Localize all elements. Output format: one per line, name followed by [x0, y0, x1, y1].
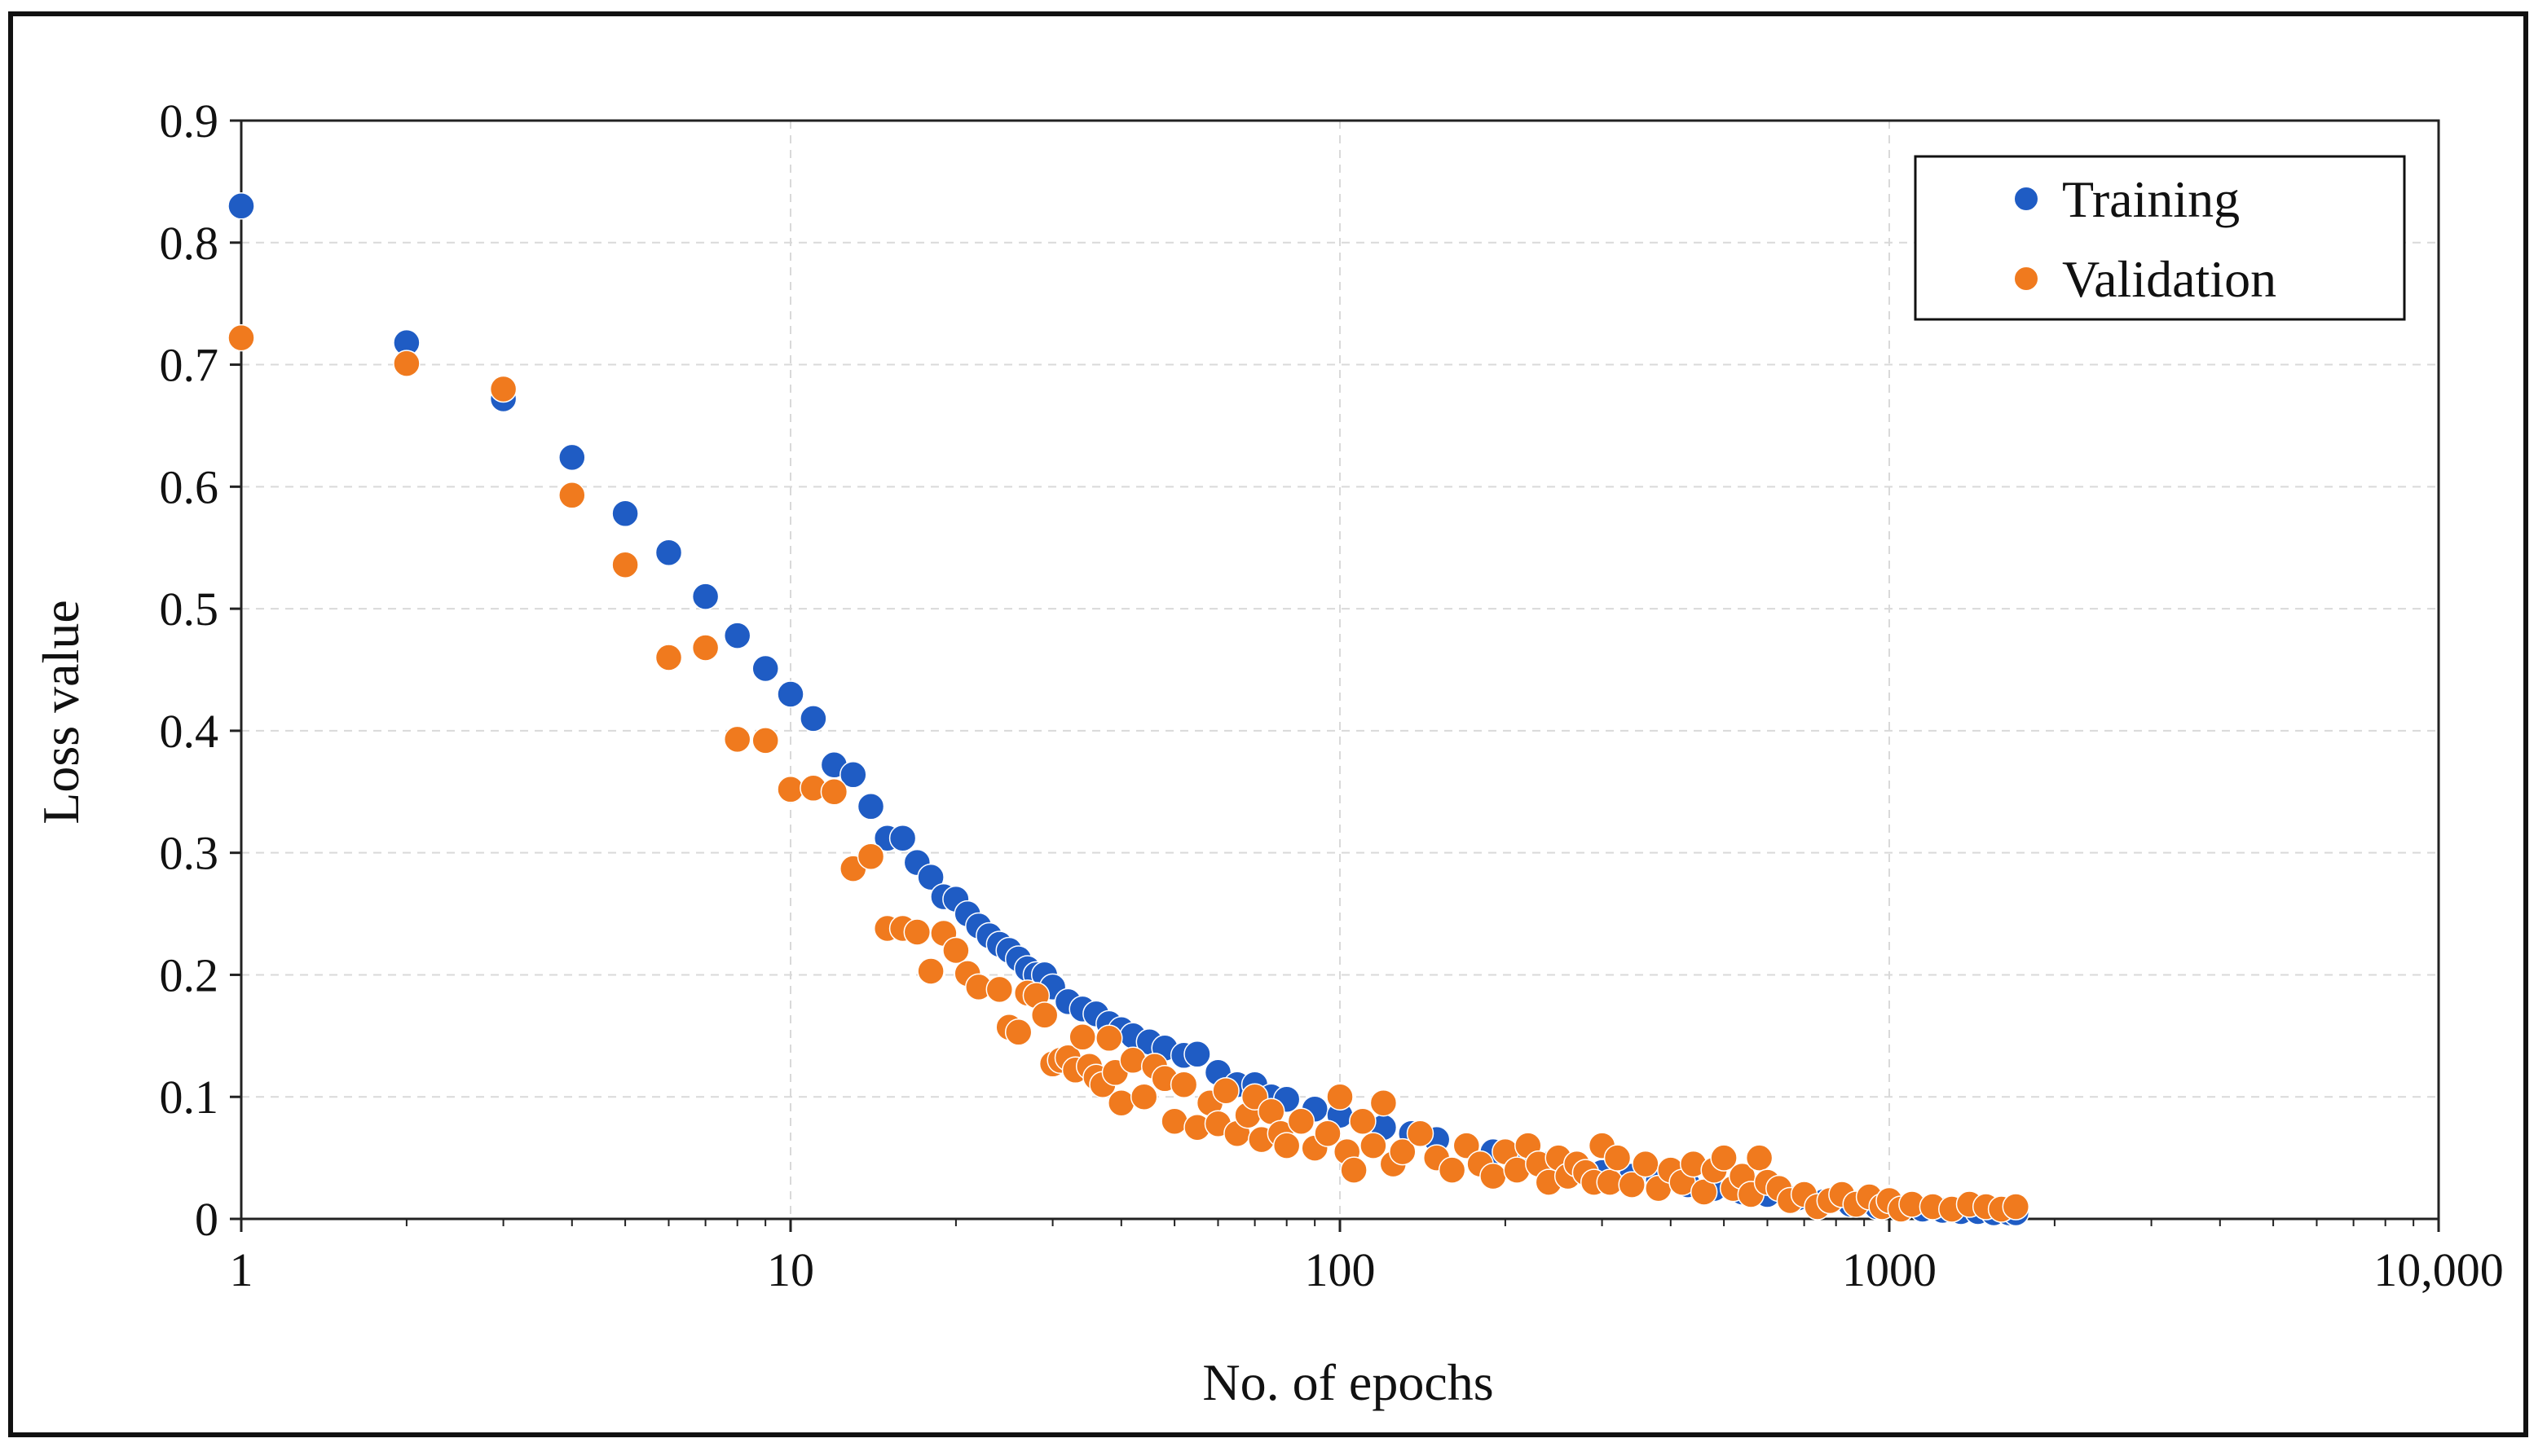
data-point-training — [839, 761, 867, 789]
data-point-validation — [1406, 1119, 1434, 1147]
data-point-validation — [691, 634, 720, 662]
data-point-training — [857, 793, 885, 820]
data-point-validation — [2002, 1193, 2030, 1221]
data-point-validation — [1710, 1144, 1738, 1172]
data-point-validation — [1359, 1132, 1387, 1159]
data-point-validation — [942, 936, 970, 965]
y-tick-label: 0.5 — [160, 583, 219, 636]
data-point-validation — [1095, 1024, 1123, 1053]
data-point-validation — [857, 842, 885, 870]
data-point-validation — [227, 323, 255, 352]
y-tick-label: 0 — [195, 1193, 218, 1246]
data-point-validation — [1161, 1107, 1188, 1135]
series-validation — [227, 323, 2030, 1223]
legend: Training Validation — [1914, 155, 2406, 321]
data-point-validation — [723, 725, 751, 754]
data-point-validation — [1479, 1162, 1507, 1190]
data-point-validation — [1314, 1119, 1342, 1147]
x-axis-title: No. of epochs — [1202, 1353, 1493, 1411]
y-tick-label: 0.9 — [160, 95, 219, 147]
data-point-training — [611, 499, 639, 528]
data-point-validation — [393, 350, 421, 377]
y-tick-label: 0.4 — [160, 705, 219, 758]
data-point-validation — [1004, 1018, 1033, 1046]
data-point-validation — [611, 551, 639, 578]
legend-label-training: Training — [2062, 170, 2240, 228]
y-tick-label: 0.7 — [160, 339, 219, 392]
x-tick-label: 1 — [230, 1243, 253, 1296]
data-point-validation — [820, 778, 848, 806]
data-point-validation — [1326, 1083, 1354, 1111]
data-point-validation — [1130, 1083, 1158, 1111]
data-point-training — [723, 622, 751, 649]
y-tick-label: 0.6 — [160, 460, 219, 513]
data-point-training — [888, 824, 917, 852]
data-point-validation — [985, 975, 1014, 1004]
x-tick-label: 10 — [767, 1243, 814, 1296]
data-point-training — [654, 539, 683, 566]
legend-label-validation: Validation — [2062, 250, 2276, 308]
data-point-training — [691, 583, 720, 610]
data-point-validation — [1349, 1107, 1377, 1135]
data-point-validation — [1170, 1071, 1198, 1098]
data-point-training — [777, 680, 804, 708]
data-point-validation — [1452, 1132, 1481, 1159]
data-point-validation — [1069, 1023, 1096, 1051]
y-tick-label: 0.2 — [160, 948, 219, 1001]
data-point-validation — [1745, 1144, 1774, 1172]
grid-layer — [241, 120, 2439, 1219]
legend-marker-validation — [2013, 266, 2039, 292]
data-point-training — [227, 192, 255, 220]
y-tick-label: 0.8 — [160, 217, 219, 270]
y-axis-title: Loss value — [32, 600, 90, 825]
data-point-validation — [654, 644, 683, 671]
y-tick-label: 0.3 — [160, 827, 219, 880]
x-tick-label: 1000 — [1842, 1243, 1937, 1296]
data-points — [227, 192, 2030, 1227]
data-point-validation — [558, 482, 586, 509]
legend-box — [1914, 155, 2406, 321]
data-point-training — [558, 443, 586, 472]
data-point-validation — [751, 727, 779, 754]
data-point-validation — [917, 957, 945, 985]
x-tick-label: 10,000 — [2373, 1243, 2504, 1296]
legend-marker-training — [2013, 186, 2039, 212]
data-point-training — [751, 654, 779, 683]
data-point-validation — [1212, 1076, 1240, 1105]
data-point-training — [800, 705, 827, 732]
data-point-validation — [1603, 1144, 1632, 1172]
data-point-validation — [1618, 1171, 1646, 1199]
data-point-validation — [1389, 1137, 1417, 1166]
y-tick-label: 0.1 — [160, 1071, 219, 1124]
x-tick-label: 100 — [1305, 1243, 1376, 1296]
data-point-validation — [1287, 1107, 1315, 1135]
data-point-validation — [1108, 1089, 1135, 1117]
data-point-training — [917, 863, 945, 891]
data-point-validation — [1632, 1150, 1659, 1178]
data-point-validation — [489, 375, 518, 403]
ticks-layer: 0 0.1 0.2 0.3 0.4 0.5 0.6 0.7 0.8 0.9 1 10 100 1000 10… — [160, 95, 2504, 1296]
data-point-validation — [1272, 1132, 1301, 1159]
data-point-validation — [1340, 1156, 1368, 1184]
data-point-training — [1183, 1040, 1211, 1068]
data-point-validation — [1030, 1001, 1059, 1029]
data-point-validation — [777, 776, 804, 803]
data-point-validation — [1438, 1156, 1466, 1184]
data-point-validation — [903, 918, 932, 946]
data-point-validation — [1369, 1089, 1398, 1117]
